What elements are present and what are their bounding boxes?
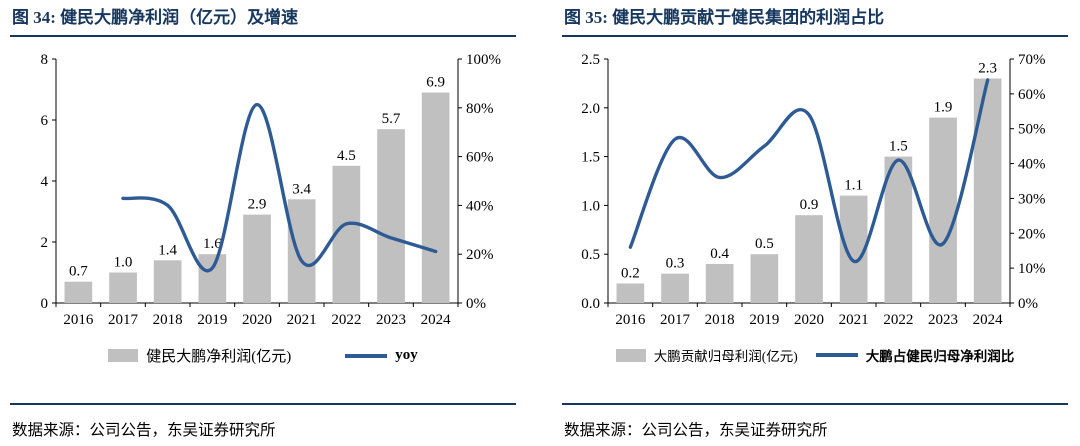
title-divider xyxy=(562,35,1068,38)
svg-text:30%: 30% xyxy=(1018,192,1046,208)
figure-35-panel: 图 35: 健民大鹏贡献于健民集团的利润占比 0.0 0.5 1.0 1.5 2.0 2.… xyxy=(562,6,1068,440)
svg-text:2024: 2024 xyxy=(973,312,1004,328)
figure-35-legend: 大鹏贡献归母利润(亿元) 大鹏占健民归母净利润比 xyxy=(562,345,1068,365)
bar-swatch-icon xyxy=(108,349,139,363)
line-swatch-icon xyxy=(815,353,858,358)
svg-text:1.0: 1.0 xyxy=(114,255,133,271)
svg-text:20%: 20% xyxy=(1018,227,1046,243)
legend-item-bar: 健民大鹏净利润(亿元) xyxy=(108,345,291,366)
svg-text:2023: 2023 xyxy=(376,312,406,328)
source-divider xyxy=(562,403,1068,405)
svg-text:2019: 2019 xyxy=(749,312,779,328)
source-note: 数据来源：公司公告，东吴证券研究所 xyxy=(12,422,276,439)
svg-text:10%: 10% xyxy=(1018,262,1046,278)
svg-text:0.5: 0.5 xyxy=(581,248,600,264)
svg-text:1.1: 1.1 xyxy=(844,178,863,194)
svg-text:3.4: 3.4 xyxy=(292,182,311,198)
legend-item-line: yoy xyxy=(345,347,418,364)
svg-text:1.5: 1.5 xyxy=(889,139,908,155)
svg-text:2023: 2023 xyxy=(928,312,958,328)
svg-text:0.5: 0.5 xyxy=(755,237,774,253)
svg-text:80%: 80% xyxy=(466,101,494,117)
svg-text:0.3: 0.3 xyxy=(666,256,685,272)
line-swatch-icon xyxy=(345,353,388,358)
svg-text:100%: 100% xyxy=(466,52,501,68)
svg-text:0%: 0% xyxy=(1018,296,1038,312)
svg-text:2019: 2019 xyxy=(197,312,227,328)
svg-text:2024: 2024 xyxy=(421,312,452,328)
svg-text:0.7: 0.7 xyxy=(69,264,88,280)
svg-text:4.5: 4.5 xyxy=(337,148,356,164)
svg-text:2016: 2016 xyxy=(615,312,646,328)
figure-34-title: 图 34: 健民大鹏净利润（亿元）及增速 xyxy=(12,8,299,27)
svg-text:8: 8 xyxy=(41,52,49,68)
svg-text:1.5: 1.5 xyxy=(581,150,600,166)
svg-text:2.0: 2.0 xyxy=(581,101,600,117)
legend-line-label: 大鹏占健民归母净利润比 xyxy=(865,349,1015,365)
svg-text:70%: 70% xyxy=(1018,52,1046,68)
source-note: 数据来源：公司公告，东吴证券研究所 xyxy=(564,422,828,439)
svg-text:0.9: 0.9 xyxy=(800,198,819,214)
svg-text:2018: 2018 xyxy=(705,312,735,328)
svg-text:0.4: 0.4 xyxy=(710,246,729,262)
svg-text:0.0: 0.0 xyxy=(581,296,600,312)
svg-text:1.0: 1.0 xyxy=(581,199,600,215)
svg-text:1.9: 1.9 xyxy=(934,100,953,116)
svg-text:4: 4 xyxy=(41,174,49,190)
title-divider xyxy=(10,35,516,38)
svg-text:40%: 40% xyxy=(1018,157,1046,173)
svg-text:20%: 20% xyxy=(466,248,494,264)
svg-text:2016: 2016 xyxy=(63,312,94,328)
svg-text:1.4: 1.4 xyxy=(158,243,177,259)
svg-text:2.5: 2.5 xyxy=(581,52,600,68)
figure-34-legend: 健民大鹏净利润(亿元) yoy xyxy=(10,345,516,366)
profit-share-chart: 0.0 0.5 1.0 1.5 2.0 2.5 0% 10% 20% 30% 40% 50% 60% 70… xyxy=(581,52,1046,328)
legend-bar-label: 健民大鹏净利润(亿元) xyxy=(146,349,292,366)
svg-text:6: 6 xyxy=(41,113,49,129)
legend-item-bar: 大鹏贡献归母利润(亿元) xyxy=(615,345,798,365)
svg-text:5.7: 5.7 xyxy=(382,112,401,128)
source-divider xyxy=(10,403,516,405)
svg-text:2.3: 2.3 xyxy=(978,61,997,77)
bar-swatch-icon xyxy=(615,348,646,362)
svg-text:40%: 40% xyxy=(466,199,494,215)
svg-text:2020: 2020 xyxy=(794,312,824,328)
legend-bar-label: 大鹏贡献归母利润(亿元) xyxy=(653,349,798,365)
svg-text:2018: 2018 xyxy=(153,312,183,328)
svg-text:2017: 2017 xyxy=(660,312,691,328)
svg-text:0%: 0% xyxy=(466,296,486,312)
svg-text:50%: 50% xyxy=(1018,122,1046,138)
svg-text:2.9: 2.9 xyxy=(248,197,267,213)
svg-text:2020: 2020 xyxy=(242,312,272,328)
svg-text:2017: 2017 xyxy=(108,312,139,328)
svg-text:2021: 2021 xyxy=(839,312,869,328)
svg-text:60%: 60% xyxy=(1018,87,1046,103)
svg-text:0.2: 0.2 xyxy=(621,266,640,282)
svg-text:0: 0 xyxy=(41,296,49,312)
svg-text:60%: 60% xyxy=(466,150,494,166)
svg-text:2021: 2021 xyxy=(287,312,317,328)
svg-text:2022: 2022 xyxy=(883,312,913,328)
svg-text:6.9: 6.9 xyxy=(426,75,445,91)
legend-line-label: yoy xyxy=(395,347,418,364)
legend-item-line: 大鹏占健民归母净利润比 xyxy=(815,345,1015,365)
svg-text:2022: 2022 xyxy=(331,312,361,328)
svg-text:2: 2 xyxy=(41,235,49,251)
svg-text:1.6: 1.6 xyxy=(203,237,222,253)
figure-35-title: 图 35: 健民大鹏贡献于健民集团的利润占比 xyxy=(564,8,885,27)
figure-34-panel: 图 34: 健民大鹏净利润（亿元）及增速 0 2 4 6 8 0% 20% 40% 60% 80%… xyxy=(10,6,516,440)
